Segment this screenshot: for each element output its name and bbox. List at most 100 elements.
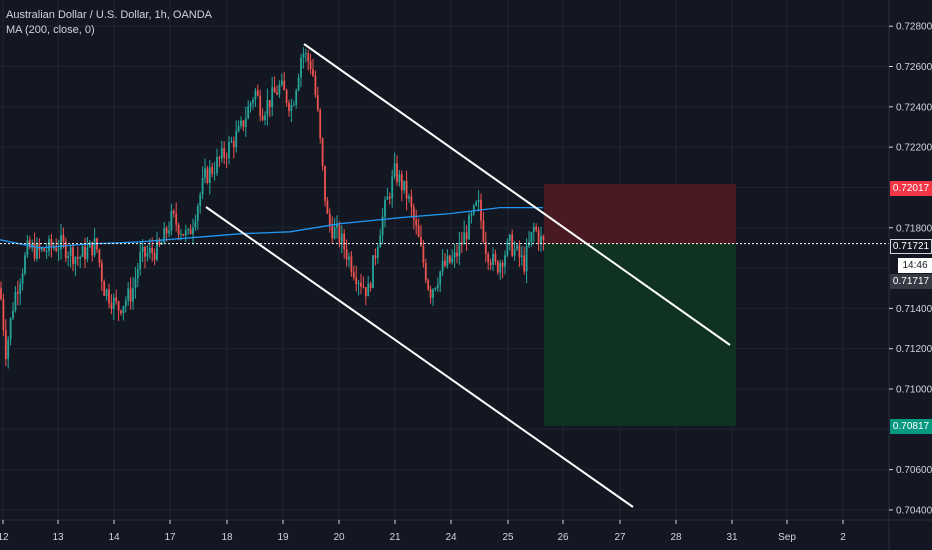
candle-up: [180, 234, 182, 236]
candle-up: [14, 292, 17, 311]
candle-up: [156, 239, 158, 260]
stop-loss-zone[interactable]: [544, 184, 736, 244]
candle-up: [391, 176, 394, 199]
candle-down: [321, 138, 324, 166]
candle-down: [256, 90, 259, 96]
candle-down: [374, 255, 377, 258]
time-axis-label: 19: [277, 532, 289, 543]
candle-up: [105, 289, 108, 296]
candle-up: [148, 247, 151, 254]
candle-up: [475, 201, 478, 206]
candle-up: [124, 300, 127, 307]
chart-legend: Australian Dollar / U.S. Dollar, 1h, OAN…: [6, 8, 212, 38]
stop-price-tag: 0.72017: [890, 181, 932, 196]
candle-up: [451, 257, 454, 263]
target-price-tag: 0.70817: [890, 419, 932, 434]
candle-up: [477, 199, 480, 202]
candle-up: [196, 206, 199, 222]
candle-down: [501, 262, 504, 267]
candle-down: [0, 288, 2, 300]
candle-up: [439, 271, 442, 285]
lower-trendline[interactable]: [205, 206, 634, 508]
candle-down: [496, 261, 499, 273]
candle-down: [412, 207, 415, 220]
candle-up: [530, 232, 533, 243]
candle-up: [386, 196, 389, 200]
candle-down: [494, 253, 497, 262]
time-axis-label: 18: [221, 532, 233, 543]
take-profit-zone[interactable]: [544, 243, 736, 426]
candle-down: [343, 233, 346, 250]
candle-up: [60, 235, 62, 250]
candle-down: [489, 262, 492, 265]
candle-down: [405, 180, 408, 199]
candle-down: [511, 234, 514, 256]
candle-up: [237, 125, 240, 132]
candle-down: [410, 196, 413, 208]
candle-up: [300, 57, 302, 78]
candle-up: [432, 289, 434, 298]
candle-down: [259, 95, 262, 116]
candle-up: [21, 273, 24, 284]
candle-down: [400, 174, 403, 191]
candle-up: [244, 118, 247, 128]
candle-down: [369, 283, 372, 288]
candle-up: [12, 310, 14, 319]
candle-up: [36, 243, 38, 259]
candle-down: [91, 242, 94, 256]
candle-up: [333, 227, 336, 239]
time-axis-label: 14: [108, 532, 120, 543]
candle-up: [24, 255, 26, 274]
candle-up: [252, 99, 254, 104]
candle-up: [504, 255, 506, 267]
candle-up: [280, 80, 283, 85]
candle-down: [103, 281, 106, 296]
candle-down: [360, 282, 362, 287]
candle-down: [328, 213, 331, 226]
candle-down: [542, 236, 545, 241]
candle-up: [139, 252, 142, 270]
candle-down: [465, 232, 468, 240]
candle-up: [453, 252, 456, 258]
candle-down: [364, 287, 367, 297]
candle-down: [98, 249, 101, 263]
candle-down: [319, 109, 322, 139]
upper-trendline[interactable]: [303, 43, 731, 346]
candle-down: [326, 200, 329, 214]
candle-up: [379, 235, 382, 248]
candle-up: [271, 87, 274, 108]
candle-down: [232, 141, 235, 148]
candle-up: [304, 53, 307, 55]
candle-up: [441, 260, 444, 272]
candle-up: [254, 90, 257, 100]
candle-down: [84, 246, 86, 260]
candle-up: [168, 230, 170, 234]
candle-up: [372, 255, 374, 288]
candle-down: [38, 243, 41, 250]
candle-up: [230, 141, 233, 143]
candle-up: [69, 247, 72, 257]
price-axis-label: 0.72400: [896, 102, 932, 113]
candle-down: [151, 247, 154, 253]
candle-up: [194, 221, 197, 228]
candle-down: [4, 329, 7, 360]
candle-down: [422, 245, 425, 263]
candle-down: [108, 289, 110, 304]
candle-down: [448, 255, 451, 263]
candle-down: [50, 239, 53, 248]
candle-up: [463, 232, 466, 245]
candle-down: [487, 254, 490, 263]
candle-up: [381, 216, 384, 236]
candle-up: [45, 251, 48, 253]
candle-up: [74, 257, 77, 265]
time-axis-label: 28: [670, 532, 682, 543]
candle-up: [240, 120, 242, 126]
candle-up: [9, 318, 12, 340]
candle-down: [535, 226, 538, 231]
candle-down: [420, 236, 422, 246]
candle-up: [393, 163, 396, 177]
candle-up: [199, 194, 202, 207]
candle-up: [112, 297, 115, 309]
candle-down: [307, 53, 310, 62]
